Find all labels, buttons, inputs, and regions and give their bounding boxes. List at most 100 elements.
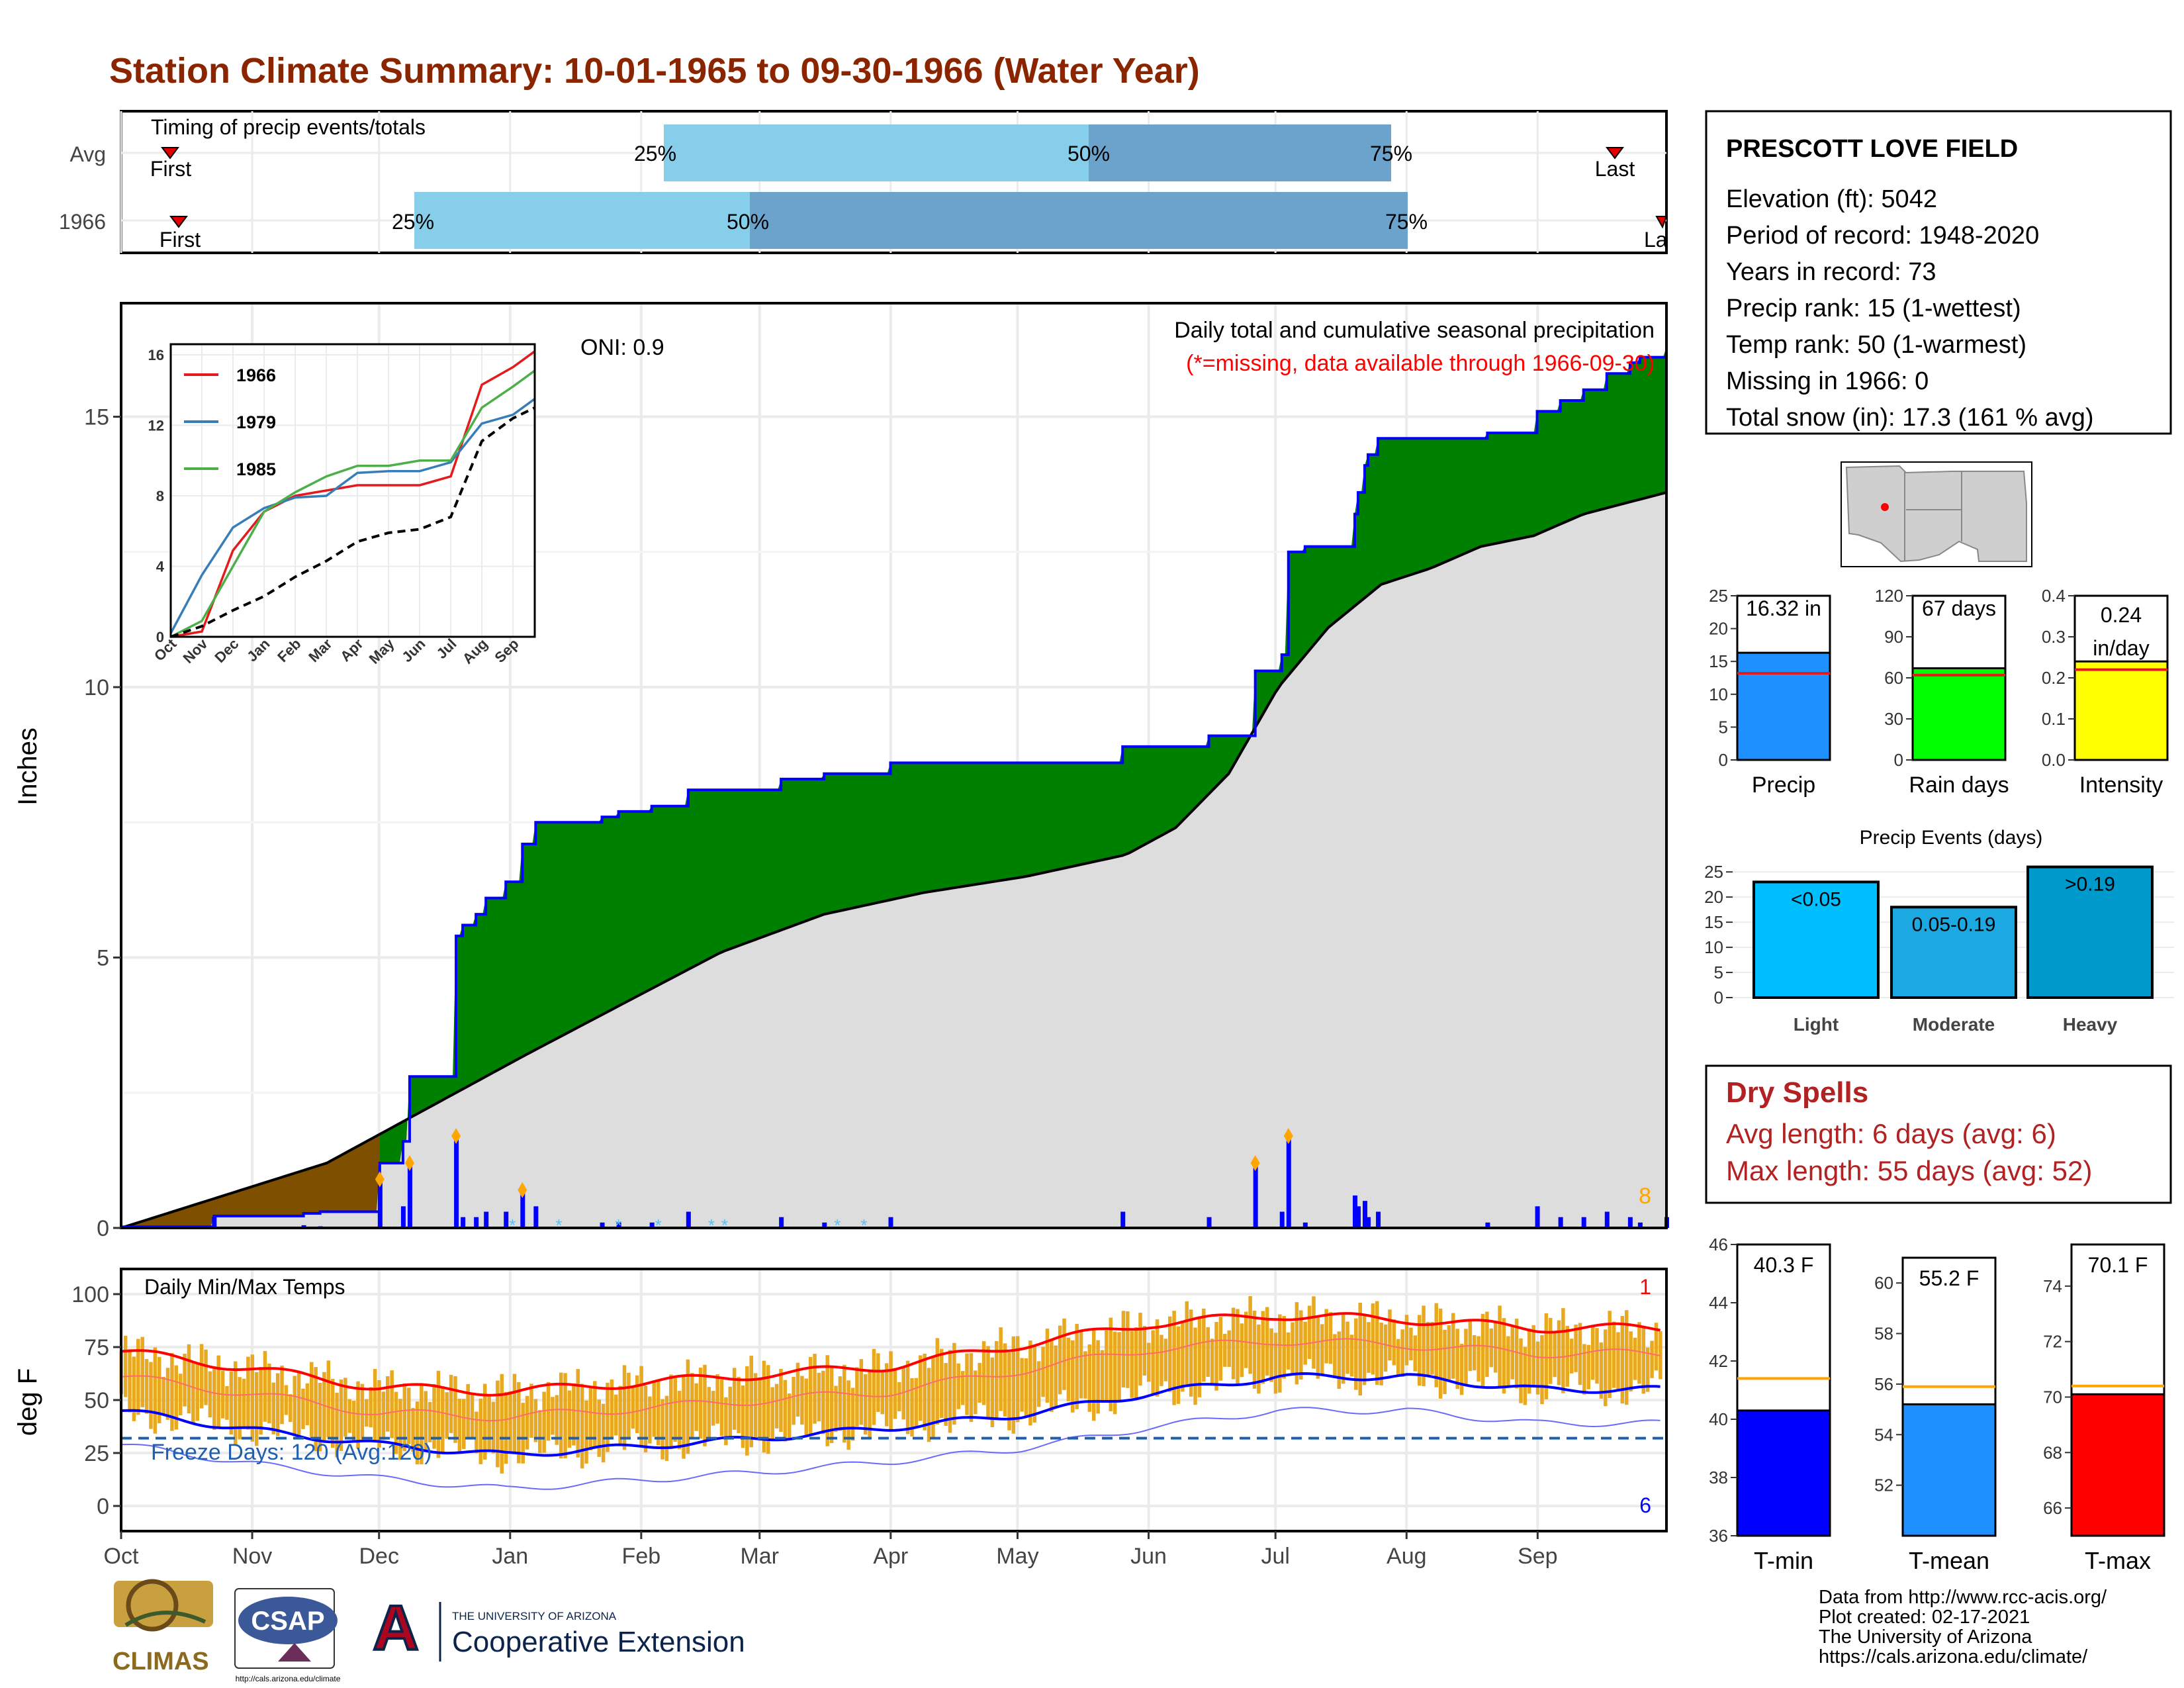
temp-daily-bar [457, 1399, 462, 1454]
precip-daily-bar [600, 1222, 605, 1228]
temp-daily-bar [1548, 1317, 1553, 1384]
temp-daily-bar [1036, 1361, 1041, 1407]
temp-daily-bar [373, 1369, 377, 1441]
temp-daily-bar [618, 1385, 622, 1446]
temp-daily-bar [330, 1378, 335, 1448]
timing-row-label-year: 1966 [59, 210, 106, 234]
temp-summary-value-label: 55.2 F [1919, 1266, 1979, 1290]
temp-daily-bar [1007, 1352, 1011, 1430]
temp-daily-bar [1278, 1314, 1282, 1393]
precip-daily-bar [1627, 1217, 1633, 1228]
temp-daily-bar [724, 1397, 728, 1446]
temp-daily-bar [1371, 1303, 1375, 1375]
temp-daily-bar [1553, 1332, 1557, 1378]
month-x-axis: Oct Nov Dec Jan Feb Mar Apr May Jun Jul Aug Sep [104, 1531, 1558, 1569]
precip-daily-bar [533, 1206, 539, 1228]
precip-average-area [121, 492, 1666, 1229]
temp-daily-bar [1604, 1329, 1608, 1407]
temp-daily-bar [981, 1341, 986, 1405]
temp-daily-bar [263, 1350, 267, 1422]
precip-daily-bar [1363, 1201, 1368, 1228]
temp-daily-bar [897, 1382, 901, 1411]
temp-daily-bar [766, 1365, 770, 1454]
temp-daily-bar [952, 1342, 956, 1425]
temp-daily-bar [1091, 1329, 1096, 1421]
temp-daily-bar [682, 1376, 686, 1459]
temp-daily-bars [119, 1295, 1662, 1474]
events-ytick-label: 20 [1704, 887, 1723, 907]
temp-daily-bar [238, 1377, 242, 1440]
climas-logo-text: CLIMAS [113, 1648, 209, 1675]
temp-daily-bar [939, 1348, 944, 1419]
inset-series-line [170, 369, 536, 638]
temp-daily-bar [927, 1368, 931, 1442]
summary-bar-value [2073, 660, 2169, 761]
temp-daily-bar [381, 1391, 386, 1440]
precip-ytick-label: 15 [84, 405, 109, 430]
temp-daily-bar [1367, 1322, 1371, 1373]
temp-daily-bar [1586, 1344, 1590, 1389]
temp-daily-bar [741, 1385, 745, 1448]
temp-daily-bar [719, 1380, 724, 1436]
temp-daily-bar [1020, 1358, 1024, 1412]
events-ytick-label: 25 [1704, 862, 1723, 882]
temp-daily-bar [1455, 1329, 1459, 1389]
temp-daily-bar [715, 1374, 719, 1424]
temp-daily-bar [462, 1399, 466, 1449]
temp-daily-bar [1624, 1310, 1629, 1405]
climas-logo-swoosh [124, 1611, 206, 1627]
temp-daily-bar [859, 1359, 864, 1425]
month-tick-label: Oct [104, 1544, 139, 1569]
temp-daily-bar [1535, 1341, 1540, 1395]
timing-avg-last-marker [1606, 147, 1624, 160]
temp-daily-bar [208, 1371, 212, 1418]
temp-daily-bar [289, 1394, 293, 1423]
temp-summary-ytick-label: 56 [1874, 1374, 1893, 1394]
temp-daily-bar [386, 1376, 390, 1432]
temp-daily-bar [792, 1376, 796, 1425]
temp-daily-bar [893, 1368, 897, 1419]
summary-bar-charts: 0 5 10 15 20 25 16.32 in Precip 0 30 60 90 120 67 day… [1709, 586, 2169, 798]
temp-summary-bar [1736, 1409, 1831, 1537]
temp-daily-bar [369, 1387, 373, 1428]
temp-daily-bar [800, 1376, 804, 1425]
temp-daily-bar [259, 1367, 263, 1435]
temp-daily-bar [517, 1382, 521, 1464]
temp-summary-ytick-label: 38 [1709, 1468, 1728, 1487]
page-title: Station Climate Summary: 10-01-1965 to 0… [109, 51, 1200, 91]
temp-daily-bar [415, 1401, 420, 1465]
station-line: Precip rank: 15 (1-wettest) [1726, 295, 2021, 322]
month-tick-label: Apr [873, 1544, 908, 1569]
inset-legend: 1966 1979 1985 [184, 365, 276, 479]
precip-events-bars: 0 5 10 15 20 25 <0.05 Light 0.05-0.19 Moderate >0.… [1704, 862, 2174, 1035]
temp-count-top: 1 [1639, 1275, 1651, 1299]
temp-daily-bar [1388, 1309, 1392, 1361]
temp-daily-bar [1650, 1340, 1654, 1378]
precip-daily-bar [1485, 1222, 1490, 1228]
temp-daily-bar [1265, 1307, 1269, 1376]
temp-daily-bar [1083, 1351, 1087, 1399]
precip-daily-bar [779, 1217, 784, 1228]
temp-daily-bar [1167, 1316, 1172, 1392]
temp-daily-bar [1659, 1331, 1662, 1380]
temp-daily-bar [1595, 1328, 1599, 1384]
temp-count-bottom: 6 [1639, 1493, 1651, 1517]
temp-daily-bar [225, 1385, 229, 1420]
month-tick-label: Sep [1518, 1544, 1558, 1569]
month-tick-label: Jan [492, 1544, 528, 1569]
precip-daily-bar [504, 1211, 509, 1228]
precip-below-average-area [121, 1134, 380, 1228]
precip-daily-bar [1558, 1217, 1563, 1228]
temp-summary-ytick-label: 54 [1874, 1425, 1893, 1444]
temp-daily-bar [1121, 1311, 1126, 1387]
temp-daily-bar [1379, 1323, 1383, 1385]
tmax-average-line [120, 1312, 1661, 1397]
temp-daily-bar [1151, 1330, 1155, 1395]
temp-daily-bar [868, 1370, 872, 1438]
temp-daily-bar [1383, 1324, 1388, 1372]
temp-daily-bar [1540, 1335, 1544, 1405]
temp-daily-bar [1345, 1321, 1349, 1374]
temp-daily-bar [1426, 1321, 1430, 1377]
temp-daily-bar [1105, 1330, 1109, 1401]
temp-daily-bar [271, 1382, 276, 1434]
